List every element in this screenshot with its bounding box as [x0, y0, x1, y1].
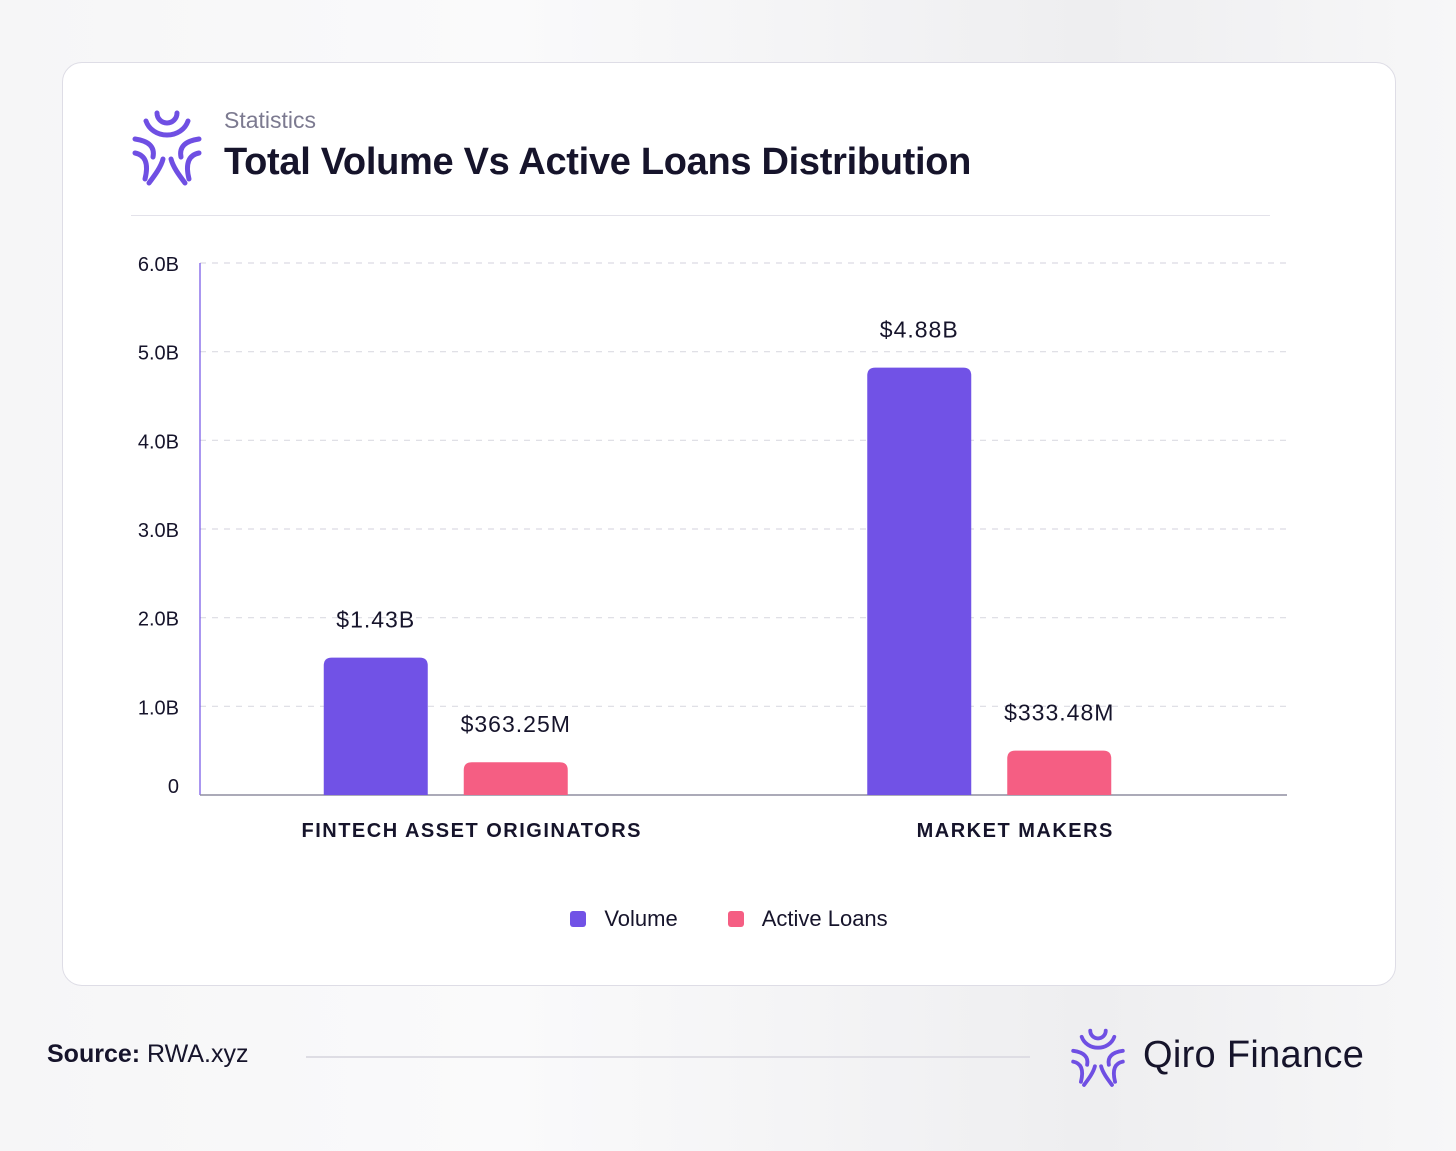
- source-label: Source:: [47, 1040, 141, 1068]
- y-tick-label: 6.0B: [138, 254, 179, 276]
- bar-data-label: $333.48M: [1004, 700, 1114, 726]
- bar-data-label: $363.25M: [461, 711, 571, 737]
- x-category-label: MARKET MAKERS: [917, 820, 1114, 842]
- x-category-label: FINTECH ASSET ORIGINATORS: [302, 820, 642, 842]
- legend-label-active-loans: Active Loans: [761, 906, 888, 931]
- source-value: RWA.xyz: [147, 1040, 249, 1068]
- y-tick-label: 5.0B: [138, 343, 179, 365]
- chart-subtitle: Statistics: [224, 107, 317, 133]
- bar-chart: 0 1.0B 2.0B 3.0B 4.0B 5.0B 6.0B $1.43B $363.25M F…: [138, 254, 1287, 842]
- chart-card: Statistics Total Volume Vs Active Loans …: [62, 62, 1396, 986]
- y-tick-label: 3.0B: [138, 520, 179, 542]
- source-note: Source: RWA.xyz: [47, 1040, 248, 1069]
- legend-label-volume: Volume: [604, 906, 678, 931]
- y-tick-label: 4.0B: [138, 431, 179, 453]
- bar-active-loans: [1007, 750, 1112, 795]
- legend-swatch-active-loans: [727, 911, 744, 927]
- y-tick-label: 1.0B: [138, 697, 179, 719]
- chart-legend: Volume Active Loans: [63, 899, 1395, 939]
- y-tick-label: 0: [168, 776, 179, 798]
- bar-volume: [867, 367, 972, 795]
- qiro-brand-icon: [1071, 1028, 1125, 1087]
- bar-active-loans: [463, 762, 568, 795]
- brand-name: Qiro Finance: [1143, 1034, 1365, 1076]
- bar-volume: [323, 657, 428, 795]
- legend-item-volume: Volume: [570, 906, 678, 932]
- footer-divider: [306, 1056, 1030, 1058]
- bar-data-label: $4.88B: [880, 317, 959, 343]
- legend-item-active-loans: Active Loans: [727, 906, 888, 932]
- legend-swatch-volume: [570, 911, 587, 927]
- bar-data-label: $1.43B: [336, 607, 415, 633]
- header-divider: [131, 215, 1270, 216]
- qiro-logo-icon: [132, 110, 202, 186]
- y-tick-label: 2.0B: [138, 609, 179, 631]
- chart-title: Total Volume Vs Active Loans Distributio…: [224, 141, 972, 183]
